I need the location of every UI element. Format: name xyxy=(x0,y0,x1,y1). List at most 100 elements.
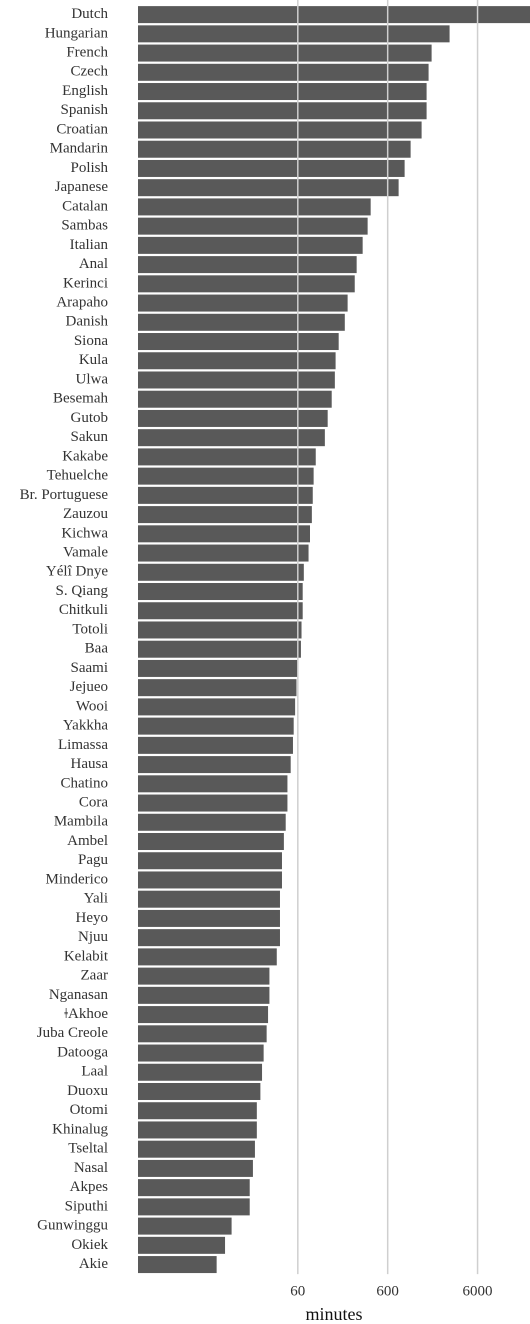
bar xyxy=(138,294,348,312)
bar xyxy=(138,1102,257,1120)
y-tick-label: Tseltal xyxy=(68,1141,108,1157)
bar xyxy=(138,698,296,716)
bar xyxy=(138,583,303,601)
bar xyxy=(138,1159,253,1177)
y-tick-label: Hausa xyxy=(71,756,109,772)
bar xyxy=(138,640,301,658)
bar xyxy=(138,486,313,504)
bar xyxy=(138,525,310,543)
x-tick-label: 6000 xyxy=(463,1284,493,1300)
bar xyxy=(138,948,277,966)
bar xyxy=(138,1006,269,1024)
y-tick-label: Yélî Dnye xyxy=(46,564,108,580)
bar xyxy=(138,929,280,947)
y-tick-label: Cora xyxy=(79,794,109,810)
y-tick-label: Siputhi xyxy=(65,1198,108,1214)
bar xyxy=(138,1256,217,1274)
bar xyxy=(138,621,302,639)
y-tick-label: Br. Portuguese xyxy=(20,487,109,503)
y-tick-label: Chatino xyxy=(61,775,109,791)
y-tick-label: Datooga xyxy=(57,1044,108,1060)
y-tick-label: Catalan xyxy=(62,198,108,214)
y-tick-label: Anal xyxy=(79,256,108,272)
bar xyxy=(138,313,345,331)
y-tick-label: Juba Creole xyxy=(37,1025,109,1041)
y-tick-label: Besemah xyxy=(53,391,108,407)
y-tick-label: Pagu xyxy=(78,852,109,868)
y-tick-label: Mandarin xyxy=(50,141,109,157)
bar xyxy=(138,352,336,370)
y-tick-label: Duoxu xyxy=(67,1083,108,1099)
y-tick-label: Heyo xyxy=(76,910,109,926)
bar xyxy=(138,1025,267,1043)
y-tick-label: Limassa xyxy=(58,737,108,753)
y-tick-label: Kerinci xyxy=(63,275,108,291)
bar xyxy=(138,44,432,62)
y-tick-label: Croatian xyxy=(56,121,108,137)
bar xyxy=(138,256,357,274)
bar xyxy=(138,409,328,427)
y-tick-label: Arapaho xyxy=(56,295,108,311)
bar xyxy=(138,275,355,293)
y-tick-label: ǂAkhoe xyxy=(64,1006,108,1022)
y-tick-label: Otomi xyxy=(70,1102,108,1118)
y-tick-label: Czech xyxy=(71,64,109,80)
y-tick-label: Gutob xyxy=(71,410,109,426)
bar xyxy=(138,1121,257,1139)
bar xyxy=(138,717,294,735)
bar xyxy=(138,794,288,812)
y-tick-label: Japanese xyxy=(55,179,109,195)
bar xyxy=(138,467,314,485)
x-axis-label: minutes xyxy=(306,1304,363,1324)
y-tick-label: S. Qiang xyxy=(56,583,109,599)
y-tick-label: Spanish xyxy=(60,102,108,118)
y-tick-label: Khinalug xyxy=(52,1121,108,1137)
bar xyxy=(138,1236,226,1254)
y-tick-label: Ulwa xyxy=(76,371,109,387)
y-tick-label: Gunwinggu xyxy=(37,1218,108,1234)
y-tick-label: French xyxy=(66,45,108,61)
bar xyxy=(138,967,270,985)
y-tick-label: Polish xyxy=(70,160,108,176)
bar xyxy=(138,813,286,831)
y-tick-label: Jejueo xyxy=(70,679,108,695)
bar xyxy=(138,63,429,81)
bar xyxy=(138,986,270,1004)
y-tick-label: Tehuelche xyxy=(47,468,109,484)
bar xyxy=(138,1044,264,1062)
bar xyxy=(138,179,399,197)
y-tick-label: Yakkha xyxy=(63,718,108,734)
y-tick-label: Zauzou xyxy=(63,506,108,522)
bar xyxy=(138,602,303,620)
bar xyxy=(138,833,284,851)
bar xyxy=(138,871,282,889)
y-tick-label: Siona xyxy=(74,333,109,349)
bar xyxy=(138,659,298,677)
y-tick-label: Zaar xyxy=(81,968,108,984)
bar xyxy=(138,6,530,24)
y-tick-label: Yali xyxy=(84,891,108,907)
bar xyxy=(138,236,363,254)
bar xyxy=(138,448,316,466)
y-tick-label: Dutch xyxy=(71,6,108,22)
bar xyxy=(138,429,325,447)
bar xyxy=(138,909,280,927)
bar xyxy=(138,159,405,177)
bar xyxy=(138,390,332,408)
bar xyxy=(138,679,297,697)
bar xyxy=(138,121,422,139)
y-tick-label: Chitkuli xyxy=(59,602,108,618)
bar xyxy=(138,775,288,793)
bar xyxy=(138,1140,255,1158)
bar xyxy=(138,333,339,351)
y-tick-label: Nganasan xyxy=(49,987,109,1003)
y-tick-label: Saami xyxy=(71,660,109,676)
y-tick-label: Njuu xyxy=(78,929,109,945)
y-tick-label: Mambila xyxy=(54,814,108,830)
bar xyxy=(138,736,293,754)
x-tick-label: 60 xyxy=(290,1284,305,1300)
y-tick-label: Ambel xyxy=(67,833,108,849)
bar xyxy=(138,756,291,774)
bar xyxy=(138,506,312,524)
